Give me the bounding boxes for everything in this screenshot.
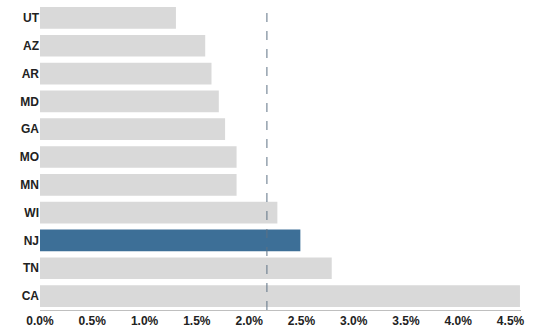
svg-text:4.0%: 4.0% bbox=[445, 314, 473, 328]
svg-text:1.5%: 1.5% bbox=[183, 314, 211, 328]
svg-text:AZ: AZ bbox=[23, 39, 39, 53]
svg-text:2.5%: 2.5% bbox=[288, 314, 316, 328]
svg-text:1.0%: 1.0% bbox=[131, 314, 159, 328]
svg-text:0.5%: 0.5% bbox=[79, 314, 107, 328]
svg-text:CA: CA bbox=[22, 289, 40, 303]
svg-text:WI: WI bbox=[24, 206, 39, 220]
svg-text:NJ: NJ bbox=[24, 234, 39, 248]
svg-text:MN: MN bbox=[20, 178, 39, 192]
svg-text:2.0%: 2.0% bbox=[235, 314, 263, 328]
svg-text:AR: AR bbox=[22, 67, 40, 81]
svg-text:UT: UT bbox=[23, 11, 40, 25]
svg-text:4.5%: 4.5% bbox=[497, 314, 525, 328]
svg-text:MD: MD bbox=[20, 95, 39, 109]
svg-text:GA: GA bbox=[21, 122, 39, 136]
svg-text:TN: TN bbox=[23, 261, 39, 275]
svg-text:3.0%: 3.0% bbox=[340, 314, 368, 328]
svg-text:3.5%: 3.5% bbox=[392, 314, 420, 328]
svg-text:0.0%: 0.0% bbox=[26, 314, 54, 328]
svg-text:MO: MO bbox=[20, 150, 39, 164]
